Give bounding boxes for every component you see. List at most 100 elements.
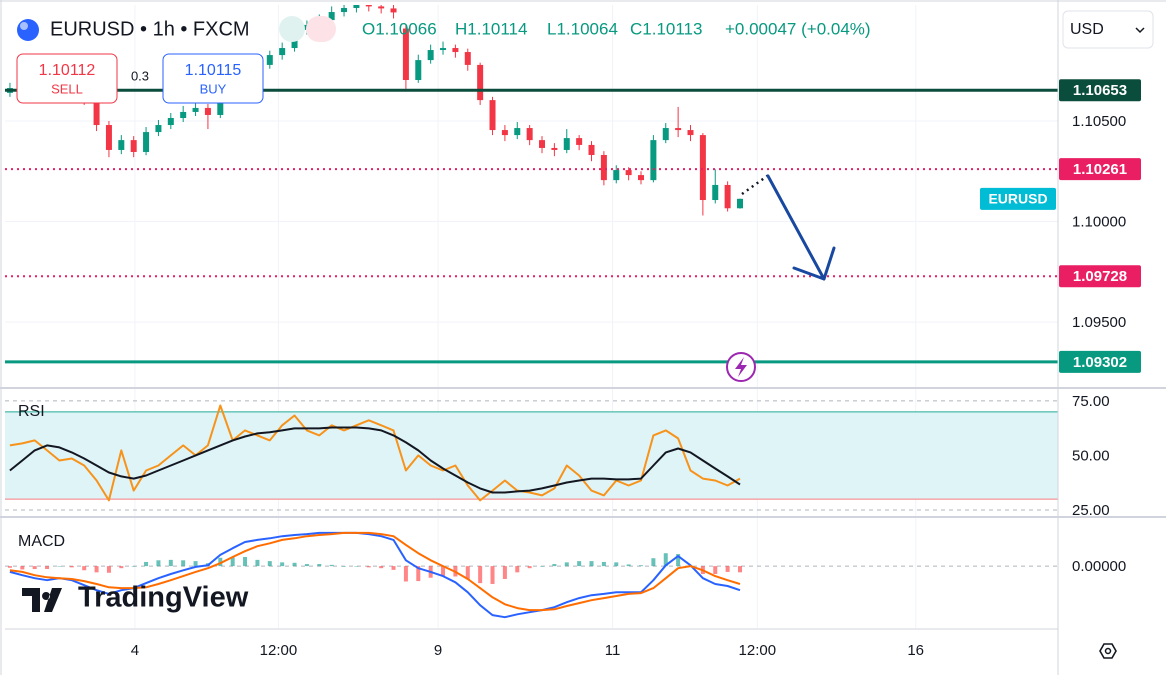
- symbol-logo: [20, 22, 28, 30]
- histogram-bar: [601, 561, 606, 567]
- histogram-bar: [713, 566, 718, 574]
- buy-button[interactable]: [162, 53, 264, 104]
- y-tick-label: 1.10500: [1072, 113, 1126, 130]
- currency-select[interactable]: [1062, 10, 1154, 49]
- tv-logo-text: TradingView: [78, 582, 249, 614]
- candle-body: [613, 170, 620, 181]
- candle-body: [662, 128, 669, 141]
- y-tick-label: 25.00: [1072, 502, 1110, 519]
- histogram-bar: [69, 566, 74, 568]
- spread: 0.3: [131, 68, 149, 83]
- candle-body: [365, 5, 372, 7]
- tv-logo-mark: [22, 588, 62, 612]
- histogram-bar: [45, 566, 50, 570]
- candle-body: [675, 128, 682, 131]
- candle-body: [539, 140, 546, 148]
- candle-body: [167, 117, 174, 126]
- candle-body: [378, 6, 385, 9]
- candle-body: [440, 48, 447, 51]
- histogram-bar: [342, 566, 347, 567]
- candle-body: [699, 135, 706, 201]
- candle-body: [600, 154, 607, 181]
- histogram-bar: [552, 564, 557, 567]
- symbol-tag: EURUSD: [988, 191, 1047, 207]
- indicator-line: [9, 404, 741, 502]
- candle-body: [736, 198, 743, 209]
- histogram-bar: [119, 566, 124, 569]
- candle-body: [279, 48, 286, 56]
- candle-body: [625, 170, 632, 176]
- chevron: [1135, 27, 1145, 34]
- level-price-box: [1059, 79, 1141, 102]
- histogram-bar: [94, 566, 99, 573]
- level-price-label: 1.09302: [1073, 354, 1127, 371]
- candle-body: [390, 8, 397, 13]
- candle-body: [118, 140, 125, 150]
- histogram-bar: [267, 561, 272, 567]
- histogram-bar: [725, 566, 730, 572]
- histogram-bar: [540, 566, 545, 567]
- candle-body: [415, 60, 422, 80]
- histogram-bar: [577, 561, 582, 567]
- histogram-bar: [391, 566, 396, 570]
- level-price-box: [1059, 158, 1141, 181]
- symbol-title[interactable]: EURUSD • 1h • FXCM: [50, 18, 250, 40]
- histogram-bar: [502, 566, 507, 579]
- settings-icon[interactable]: [1099, 643, 1117, 659]
- ohlc-close: C1.10113: [630, 19, 702, 38]
- histogram-bar: [478, 566, 483, 584]
- histogram-bar: [193, 561, 198, 567]
- candle-body: [266, 55, 273, 65]
- y-tick-label: 75.00: [1072, 393, 1110, 410]
- x-tick-label: 4: [131, 642, 139, 659]
- histogram-bar: [20, 566, 25, 570]
- candle-body: [588, 144, 595, 155]
- ohlc-high: H1.10114: [455, 19, 527, 38]
- candle-body: [650, 140, 657, 181]
- sell-button[interactable]: [16, 53, 118, 104]
- histogram-bar: [280, 562, 285, 567]
- histogram-bar: [465, 566, 470, 580]
- candle-body: [130, 140, 137, 152]
- histogram-bar: [564, 562, 569, 567]
- histogram-bar: [639, 565, 644, 567]
- grid-layer: [5, 5, 1058, 628]
- histogram-bar: [7, 566, 12, 568]
- indicator-title: RSI: [18, 403, 45, 420]
- status-icon[interactable]: [306, 16, 336, 42]
- histogram-bar: [676, 554, 681, 567]
- candle-body: [427, 50, 434, 61]
- y-tick-label: 1.09500: [1072, 314, 1126, 331]
- rsi-band: [5, 411, 1058, 500]
- histogram-bar: [403, 566, 408, 582]
- histogram-bar: [255, 559, 260, 567]
- candle-body: [105, 125, 112, 150]
- histogram-bar: [490, 566, 495, 584]
- histogram-bar: [626, 564, 631, 567]
- candle-body: [93, 100, 100, 126]
- histogram-bar: [515, 566, 520, 573]
- histogram-bar: [651, 558, 656, 567]
- candle-body: [204, 107, 211, 115]
- histogram-bar: [366, 566, 371, 568]
- histogram-bar: [57, 566, 62, 567]
- candle-body: [526, 128, 533, 141]
- sell-label: SELL: [51, 81, 83, 96]
- histogram-bar: [416, 566, 421, 582]
- status-icon[interactable]: [279, 16, 305, 42]
- histogram-bar: [106, 566, 111, 573]
- histogram-bar: [32, 566, 37, 570]
- ohlc-change: +0.00047 (+0.04%): [725, 19, 871, 38]
- indicator-line: [9, 531, 741, 612]
- settings-icon: [1104, 647, 1112, 655]
- candle-body: [724, 184, 731, 209]
- histogram-bar: [354, 566, 359, 567]
- x-tick-label: 9: [434, 642, 442, 659]
- histogram-bar: [292, 562, 297, 567]
- candle-body: [217, 100, 224, 115]
- event-bolt: [735, 357, 747, 377]
- histogram-bar: [181, 560, 186, 567]
- candle-body: [551, 147, 558, 150]
